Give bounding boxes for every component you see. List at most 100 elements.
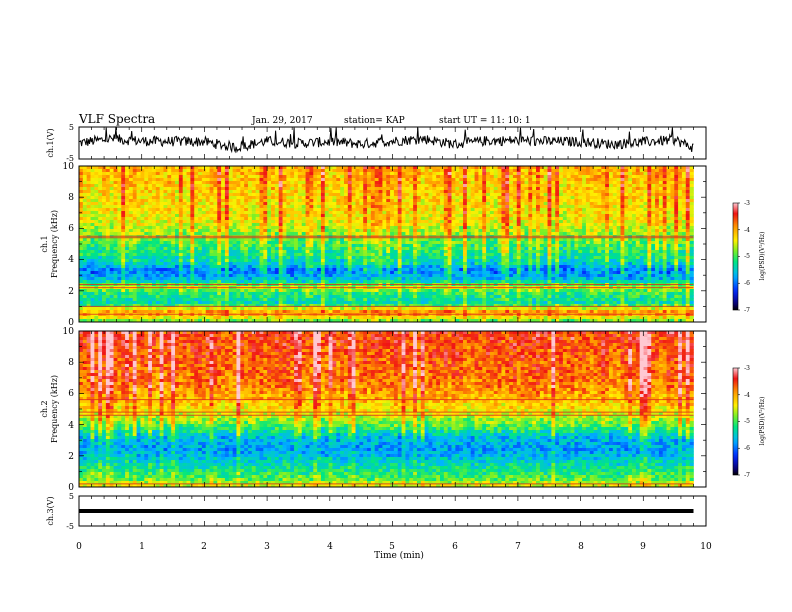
spectrogram-cell bbox=[363, 187, 367, 190]
spectrogram-cell bbox=[110, 241, 114, 244]
spectrogram-cell bbox=[509, 229, 513, 232]
spectrogram-cell bbox=[117, 220, 121, 223]
spectrogram-cell bbox=[290, 229, 294, 232]
spectrogram-cell bbox=[601, 232, 605, 235]
spectrogram-cell bbox=[236, 196, 240, 199]
spectrogram-cell bbox=[586, 229, 590, 232]
spectrogram-cell bbox=[432, 217, 436, 220]
spectrogram-cell bbox=[332, 253, 336, 256]
spectrogram-cell bbox=[690, 178, 694, 181]
spectrogram-cell bbox=[348, 238, 352, 241]
spectrogram-cell bbox=[532, 238, 536, 241]
spectrogram-cell bbox=[444, 196, 448, 199]
spectrogram-cell bbox=[682, 208, 686, 211]
spectrogram-cell bbox=[582, 229, 586, 232]
spectrogram-cell bbox=[421, 172, 425, 175]
spectrogram-cell bbox=[79, 205, 83, 208]
spectrogram-cell bbox=[394, 217, 398, 220]
spectrogram-cell bbox=[283, 169, 287, 172]
spectrogram-cell bbox=[106, 193, 110, 196]
spectrogram-cell bbox=[344, 169, 348, 172]
spectrogram-cell bbox=[405, 190, 409, 193]
spectrogram-cell bbox=[490, 190, 494, 193]
spectrogram-cell bbox=[167, 175, 171, 178]
spectrogram-cell bbox=[674, 184, 678, 187]
spectrogram-cell bbox=[425, 190, 429, 193]
spectrogram-cell bbox=[352, 214, 356, 217]
spectrogram-cell bbox=[325, 184, 329, 187]
spectrogram-cell bbox=[628, 211, 632, 214]
spectrogram-cell bbox=[252, 211, 256, 214]
spectrogram-cell bbox=[482, 187, 486, 190]
spectrogram-cell bbox=[144, 199, 148, 202]
spectrogram-cell bbox=[686, 199, 690, 202]
spectrogram-cell bbox=[663, 253, 667, 256]
spectrogram-cell bbox=[271, 253, 275, 256]
spectrogram-cell bbox=[306, 241, 310, 244]
spectrogram-cell bbox=[613, 232, 617, 235]
spectrogram-cell bbox=[117, 253, 121, 256]
spectrogram-cell bbox=[87, 232, 91, 235]
spectrogram-cell bbox=[640, 205, 644, 208]
spectrogram-cell bbox=[367, 175, 371, 178]
spectrogram-cell bbox=[605, 208, 609, 211]
spectrogram-cell bbox=[194, 238, 198, 241]
spectrogram-cell bbox=[655, 220, 659, 223]
spectrogram-cell bbox=[448, 196, 452, 199]
spectrogram-cell bbox=[271, 187, 275, 190]
spectrogram-cell bbox=[597, 193, 601, 196]
spectrogram-cell bbox=[617, 247, 621, 250]
spectrogram-cell bbox=[548, 217, 552, 220]
spectrogram-cell bbox=[190, 169, 194, 172]
spectrogram-cell bbox=[140, 169, 144, 172]
spectrogram-cell bbox=[217, 247, 221, 250]
spectrogram-cell bbox=[448, 166, 452, 169]
spectrogram-cell bbox=[236, 250, 240, 253]
spectrogram-cell bbox=[425, 217, 429, 220]
spectrogram-cell bbox=[167, 187, 171, 190]
spectrogram-cell bbox=[663, 211, 667, 214]
spectrogram-cell bbox=[640, 247, 644, 250]
spectrogram-cell bbox=[332, 166, 336, 169]
spectrogram-cell bbox=[471, 223, 475, 226]
spectrogram-cell bbox=[148, 202, 152, 205]
spectrogram-cell bbox=[417, 187, 421, 190]
spectrogram-cell bbox=[244, 196, 248, 199]
spectrogram-cell bbox=[559, 250, 563, 253]
spectrogram-cell bbox=[221, 166, 225, 169]
spectrogram-cell bbox=[236, 223, 240, 226]
spectrogram-cell bbox=[448, 214, 452, 217]
spectrogram-cell bbox=[160, 196, 164, 199]
spectrogram-cell bbox=[613, 238, 617, 241]
spectrogram-cell bbox=[486, 226, 490, 229]
spectrogram-cell bbox=[655, 253, 659, 256]
spectrogram-cell bbox=[213, 247, 217, 250]
spectrogram-cell bbox=[670, 190, 674, 193]
spectrogram-cell bbox=[544, 211, 548, 214]
spectrogram-cell bbox=[114, 229, 118, 232]
spectrogram-cell bbox=[148, 223, 152, 226]
spectrogram-cell bbox=[644, 172, 648, 175]
spectrogram-cell bbox=[256, 250, 260, 253]
spectrogram-cell bbox=[286, 217, 290, 220]
spectrogram-cell bbox=[267, 205, 271, 208]
spectrogram-cell bbox=[106, 238, 110, 241]
spectrogram-cell bbox=[306, 220, 310, 223]
spectrogram-cell bbox=[317, 175, 321, 178]
spectrogram-cell bbox=[240, 226, 244, 229]
spectrogram-cell bbox=[582, 187, 586, 190]
spectrogram-cell bbox=[309, 211, 313, 214]
spectrogram-cell bbox=[298, 205, 302, 208]
spectrogram-cell bbox=[233, 241, 237, 244]
spectrogram-cell bbox=[670, 217, 674, 220]
spectrogram-cell bbox=[302, 214, 306, 217]
spectrogram-cell bbox=[452, 247, 456, 250]
spectrogram-cell bbox=[463, 172, 467, 175]
spectrogram-cell bbox=[670, 226, 674, 229]
spectrogram-cell bbox=[459, 208, 463, 211]
spectrogram-cell bbox=[425, 220, 429, 223]
spectrogram-cell bbox=[206, 178, 210, 181]
spectrogram-cell bbox=[83, 223, 87, 226]
spectrogram-cell bbox=[528, 190, 532, 193]
spectrogram-cell bbox=[194, 196, 198, 199]
